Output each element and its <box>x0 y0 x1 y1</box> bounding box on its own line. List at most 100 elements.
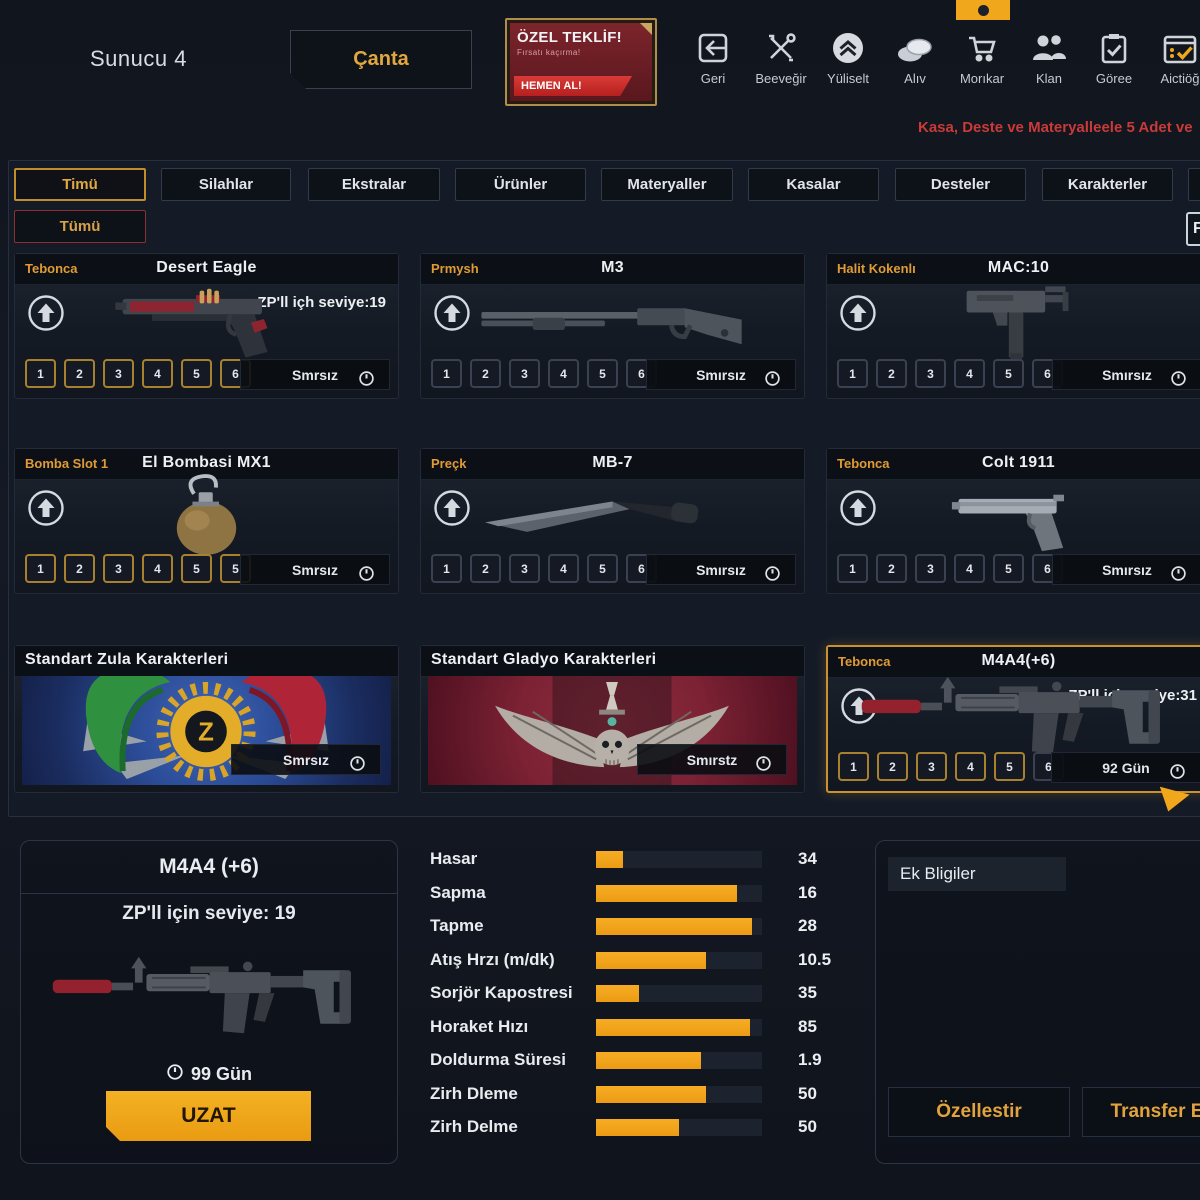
offer-title: ÖZEL TEKLİF! <box>517 29 622 46</box>
item-title: M4A4(+6) <box>981 652 1056 669</box>
slot-button[interactable]: 3 <box>509 554 540 583</box>
nav-item-gelistir[interactable]: Beeveğir <box>749 28 813 86</box>
slot-button[interactable]: 4 <box>142 554 173 583</box>
slot-button[interactable]: 2 <box>876 554 907 583</box>
nav-label-altin: Alıv <box>904 71 926 86</box>
slot-button[interactable]: 3 <box>103 359 134 388</box>
stat-bar-track <box>596 1085 762 1103</box>
stat-value: 50 <box>798 1083 817 1103</box>
detail-level-note: ZP'll için seviye: 19 <box>122 903 296 924</box>
slot-button[interactable]: 4 <box>142 359 173 388</box>
slot-button[interactable]: 1 <box>837 554 868 583</box>
stat-bar-fill <box>596 884 738 902</box>
tab-partial[interactable] <box>1188 168 1200 201</box>
subtab-tumu[interactable]: Tümü <box>14 210 146 243</box>
nav-item-yukselt[interactable]: Yüliselt <box>816 28 880 86</box>
slot-button[interactable]: 4 <box>954 554 985 583</box>
upgrade-icon[interactable] <box>27 294 65 332</box>
slot-button[interactable]: 1 <box>431 359 462 388</box>
slot-button[interactable]: 4 <box>955 752 986 781</box>
extra-info-tab[interactable]: Ek Bligiler <box>888 857 1066 891</box>
slot-button[interactable]: 4 <box>954 359 985 388</box>
slot-button[interactable]: 5 <box>587 359 618 388</box>
item-card-mb-7[interactable]: Preçk MB-7 1 2 3 4 5 6 Smırsız <box>420 448 805 594</box>
special-offer-badge[interactable]: ÖZEL TEKLİF! Fırsatı kaçırma! HEMEN AL! <box>505 18 657 106</box>
slot-button[interactable]: 4 <box>548 359 579 388</box>
upgrade-icon[interactable] <box>433 489 471 527</box>
item-card-el-bombasi-mx1[interactable]: Bomba Slot 1 El Bombasi MX1 1 2 3 4 5 5 Smrsız <box>14 448 399 594</box>
cursor-pointer-icon <box>1159 782 1194 821</box>
slot-button[interactable]: 1 <box>431 554 462 583</box>
tab-desteler[interactable]: Desteler <box>895 168 1026 201</box>
special-offer-inner: ÖZEL TEKLİF! Fırsatı kaçırma! HEMEN AL! <box>510 23 652 101</box>
slot-button[interactable]: 2 <box>877 752 908 781</box>
weapon-image <box>15 284 398 358</box>
tab-ürünler[interactable]: Ürünler <box>455 168 586 201</box>
slot-button[interactable]: 4 <box>548 554 579 583</box>
stat-value: 35 <box>798 983 817 1002</box>
slot-button[interactable]: 5 <box>994 752 1025 781</box>
nav-item-aktivite[interactable]: Aictiöğ <box>1148 28 1200 86</box>
slot-button[interactable]: 5 <box>993 359 1024 388</box>
stat-value: 1.9 <box>798 1050 822 1069</box>
item-title: MAC:10 <box>987 259 1050 276</box>
duration-text: 92 Gün <box>1102 759 1150 776</box>
slot-button[interactable]: 2 <box>64 554 95 583</box>
upgrade-icon[interactable] <box>27 489 65 527</box>
duration-badge: Smırstz <box>637 744 787 775</box>
warning-text: Kasa, Deste ve Materyalleele 5 Adet ve <box>918 119 1193 136</box>
filter-button[interactable]: F <box>1186 212 1200 246</box>
extend-button[interactable]: UZAT <box>106 1091 311 1141</box>
upgrade-icon[interactable] <box>433 294 471 332</box>
item-card-colt-1911[interactable]: Tebonca Colt 1911 1 2 3 4 5 6 Smırsız <box>826 448 1200 594</box>
slot-button[interactable]: 2 <box>470 359 501 388</box>
slot-button[interactable]: 2 <box>64 359 95 388</box>
duration-badge: Smırsız <box>646 359 796 390</box>
slot-button[interactable]: 3 <box>103 554 134 583</box>
offer-buy-now-button[interactable]: HEMEN AL! <box>514 76 632 96</box>
slot-button[interactable]: 3 <box>915 554 946 583</box>
slot-button[interactable]: 1 <box>25 554 56 583</box>
slot-button[interactable]: 3 <box>916 752 947 781</box>
slot-button[interactable]: 5 <box>587 554 618 583</box>
item-card-standart-gladyo-karakterleri[interactable]: Standart Gladyo Karakterleri Smırstz <box>420 645 805 793</box>
nav-item-market[interactable]: Morıkar <box>950 28 1014 86</box>
upgrade-icon[interactable] <box>839 294 877 332</box>
nav-item-gorev[interactable]: Göree <box>1082 28 1146 86</box>
transfer-button[interactable]: Transfer E <box>1082 1087 1200 1137</box>
tab-ekstralar[interactable]: Ekstralar <box>308 168 440 201</box>
item-card-mac-10[interactable]: Halit Kokenlı MAC:10 1 2 3 4 5 6 Smırsız <box>826 253 1200 399</box>
bag-button[interactable]: Çanta <box>290 30 472 89</box>
nav-item-altin[interactable]: Alıv <box>883 28 947 86</box>
slot-button[interactable]: 3 <box>509 359 540 388</box>
upgrade-icon[interactable] <box>839 489 877 527</box>
slot-button[interactable]: 2 <box>470 554 501 583</box>
nav-item-geri[interactable]: Geri <box>681 28 745 86</box>
category-label: Tebonca <box>837 456 890 471</box>
tab-karakterler[interactable]: Karakterler <box>1042 168 1173 201</box>
slot-button[interactable]: 1 <box>838 752 869 781</box>
slot-button[interactable]: 3 <box>915 359 946 388</box>
slot-button[interactable]: 1 <box>837 359 868 388</box>
detail-duration-text: 99 Gün <box>190 1064 252 1084</box>
tab-silahlar[interactable]: Silahlar <box>161 168 291 201</box>
item-card-standart-zula-karakterleri[interactable]: Standart Zula Karakterleri Z Smrsız <box>14 645 399 793</box>
item-title: El Bombasi MX1 <box>142 454 271 471</box>
tab-materyaller[interactable]: Materyaller <box>601 168 733 201</box>
slot-button[interactable]: 1 <box>25 359 56 388</box>
slot-button[interactable]: 2 <box>876 359 907 388</box>
item-card-m3[interactable]: Prmysh M3 1 2 3 4 5 6 Smırsız <box>420 253 805 399</box>
stat-bar-track <box>596 1052 762 1069</box>
slot-button[interactable]: 5 <box>993 554 1024 583</box>
clipboard-check-icon <box>1082 28 1146 66</box>
tab-timü[interactable]: Timü <box>14 168 146 201</box>
tab-kasalar[interactable]: Kasalar <box>748 168 879 201</box>
customize-button[interactable]: Özellestir <box>888 1087 1070 1137</box>
nav-item-klan[interactable]: Klan <box>1017 28 1081 86</box>
slot-button[interactable]: 5 <box>181 359 212 388</box>
slot-button[interactable]: 5 <box>181 554 212 583</box>
item-card-desert-eagle[interactable]: Tebonca Desert Eagle ZP'll içh seviye:19 1 2… <box>14 253 399 399</box>
